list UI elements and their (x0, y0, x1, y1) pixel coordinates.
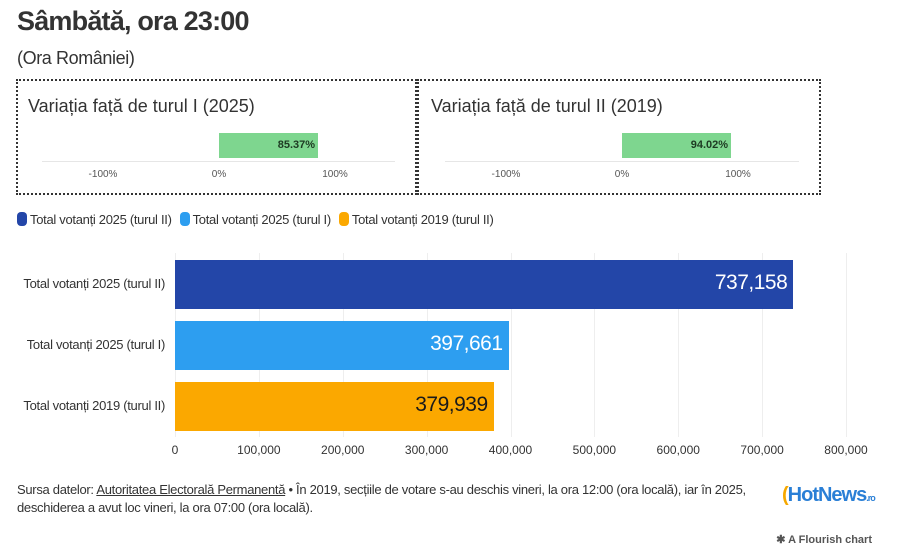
variation-bar: 85.37% (219, 133, 319, 158)
gridline (678, 253, 680, 437)
bar[interactable]: 737,158 (175, 260, 794, 309)
variation-bar: 94.02% (622, 133, 732, 158)
tick-label: 100% (725, 169, 751, 180)
x-tick-label: 400,000 (488, 443, 533, 457)
tick-label: 0% (614, 169, 630, 180)
variation-panel-1: Variația față de turul I (2025) 85.37% -… (16, 79, 417, 195)
x-tick-label: 0 (171, 443, 179, 457)
source-note: Sursa datelor: Autoritatea Electorală Pe… (17, 481, 767, 517)
gridline (762, 253, 764, 437)
legend-item[interactable]: Total votanți 2019 (turul II) (338, 212, 494, 227)
flourish-credit[interactable]: ✱ A Flourish chart (776, 534, 872, 546)
legend-label: Total votanți 2019 (turul II) (351, 212, 494, 227)
legend-label: Total votanți 2025 (turul I) (192, 212, 332, 227)
legend-swatch (338, 212, 349, 226)
legend: Total votanți 2025 (turul II) Total vota… (17, 212, 494, 227)
legend-label: Total votanți 2025 (turul II) (30, 212, 172, 227)
legend-swatch (179, 212, 190, 226)
gridline (846, 253, 847, 437)
category-label: Total votanți 2025 (turul II) (23, 276, 165, 291)
panel-title: Variația față de turul I (2025) (28, 96, 255, 116)
bar[interactable]: 397,661 (175, 321, 509, 370)
x-tick-label: 500,000 (572, 443, 617, 457)
panel-axis (445, 161, 799, 162)
x-tick-label: 700,000 (740, 443, 784, 457)
legend-item[interactable]: Total votanți 2025 (turul I) (179, 212, 332, 227)
tick-label: 0% (211, 169, 227, 180)
panel-axis (42, 161, 395, 162)
bar-value-label: 379,939 (415, 393, 488, 416)
variation-panel-2: Variația față de turul II (2019) 94.02% … (417, 79, 821, 195)
flourish-label: A Flourish chart (788, 534, 872, 546)
source-text: • În 2019, secțiile de votare s-au desch… (17, 482, 746, 515)
panel-title: Variația față de turul II (2019) (431, 96, 663, 116)
legend-item[interactable]: Total votanți 2025 (turul II) (17, 212, 172, 227)
chart-title: Sâmbătă, ora 23:00 (17, 6, 250, 36)
source-prefix: Sursa datelor: (17, 482, 97, 497)
tick-label: 100% (322, 169, 348, 180)
tick-label: -100% (491, 169, 521, 180)
gridline (594, 253, 596, 437)
x-tick-label: 600,000 (656, 443, 700, 457)
legend-swatch (17, 212, 27, 226)
x-tick-label: 300,000 (404, 443, 449, 457)
x-tick-label: 100,000 (237, 443, 281, 457)
bar-value-label: 397,661 (430, 332, 503, 355)
category-label: Total votanți 2019 (turul II) (23, 398, 165, 413)
x-tick-label: 200,000 (321, 443, 365, 457)
tick-label: -100% (88, 169, 118, 180)
chart-subtitle: (Ora României) (17, 48, 135, 68)
hotnews-logo: (HotNews.ro (782, 484, 876, 506)
bar[interactable]: 379,939 (175, 382, 494, 431)
source-link[interactable]: Autoritatea Electorală Permanentă (96, 482, 286, 497)
category-label: Total votanți 2025 (turul I) (26, 337, 166, 352)
gridline (510, 253, 512, 437)
bar-value-label: 737,158 (714, 271, 788, 294)
x-tick-label: 800,000 (824, 443, 868, 457)
